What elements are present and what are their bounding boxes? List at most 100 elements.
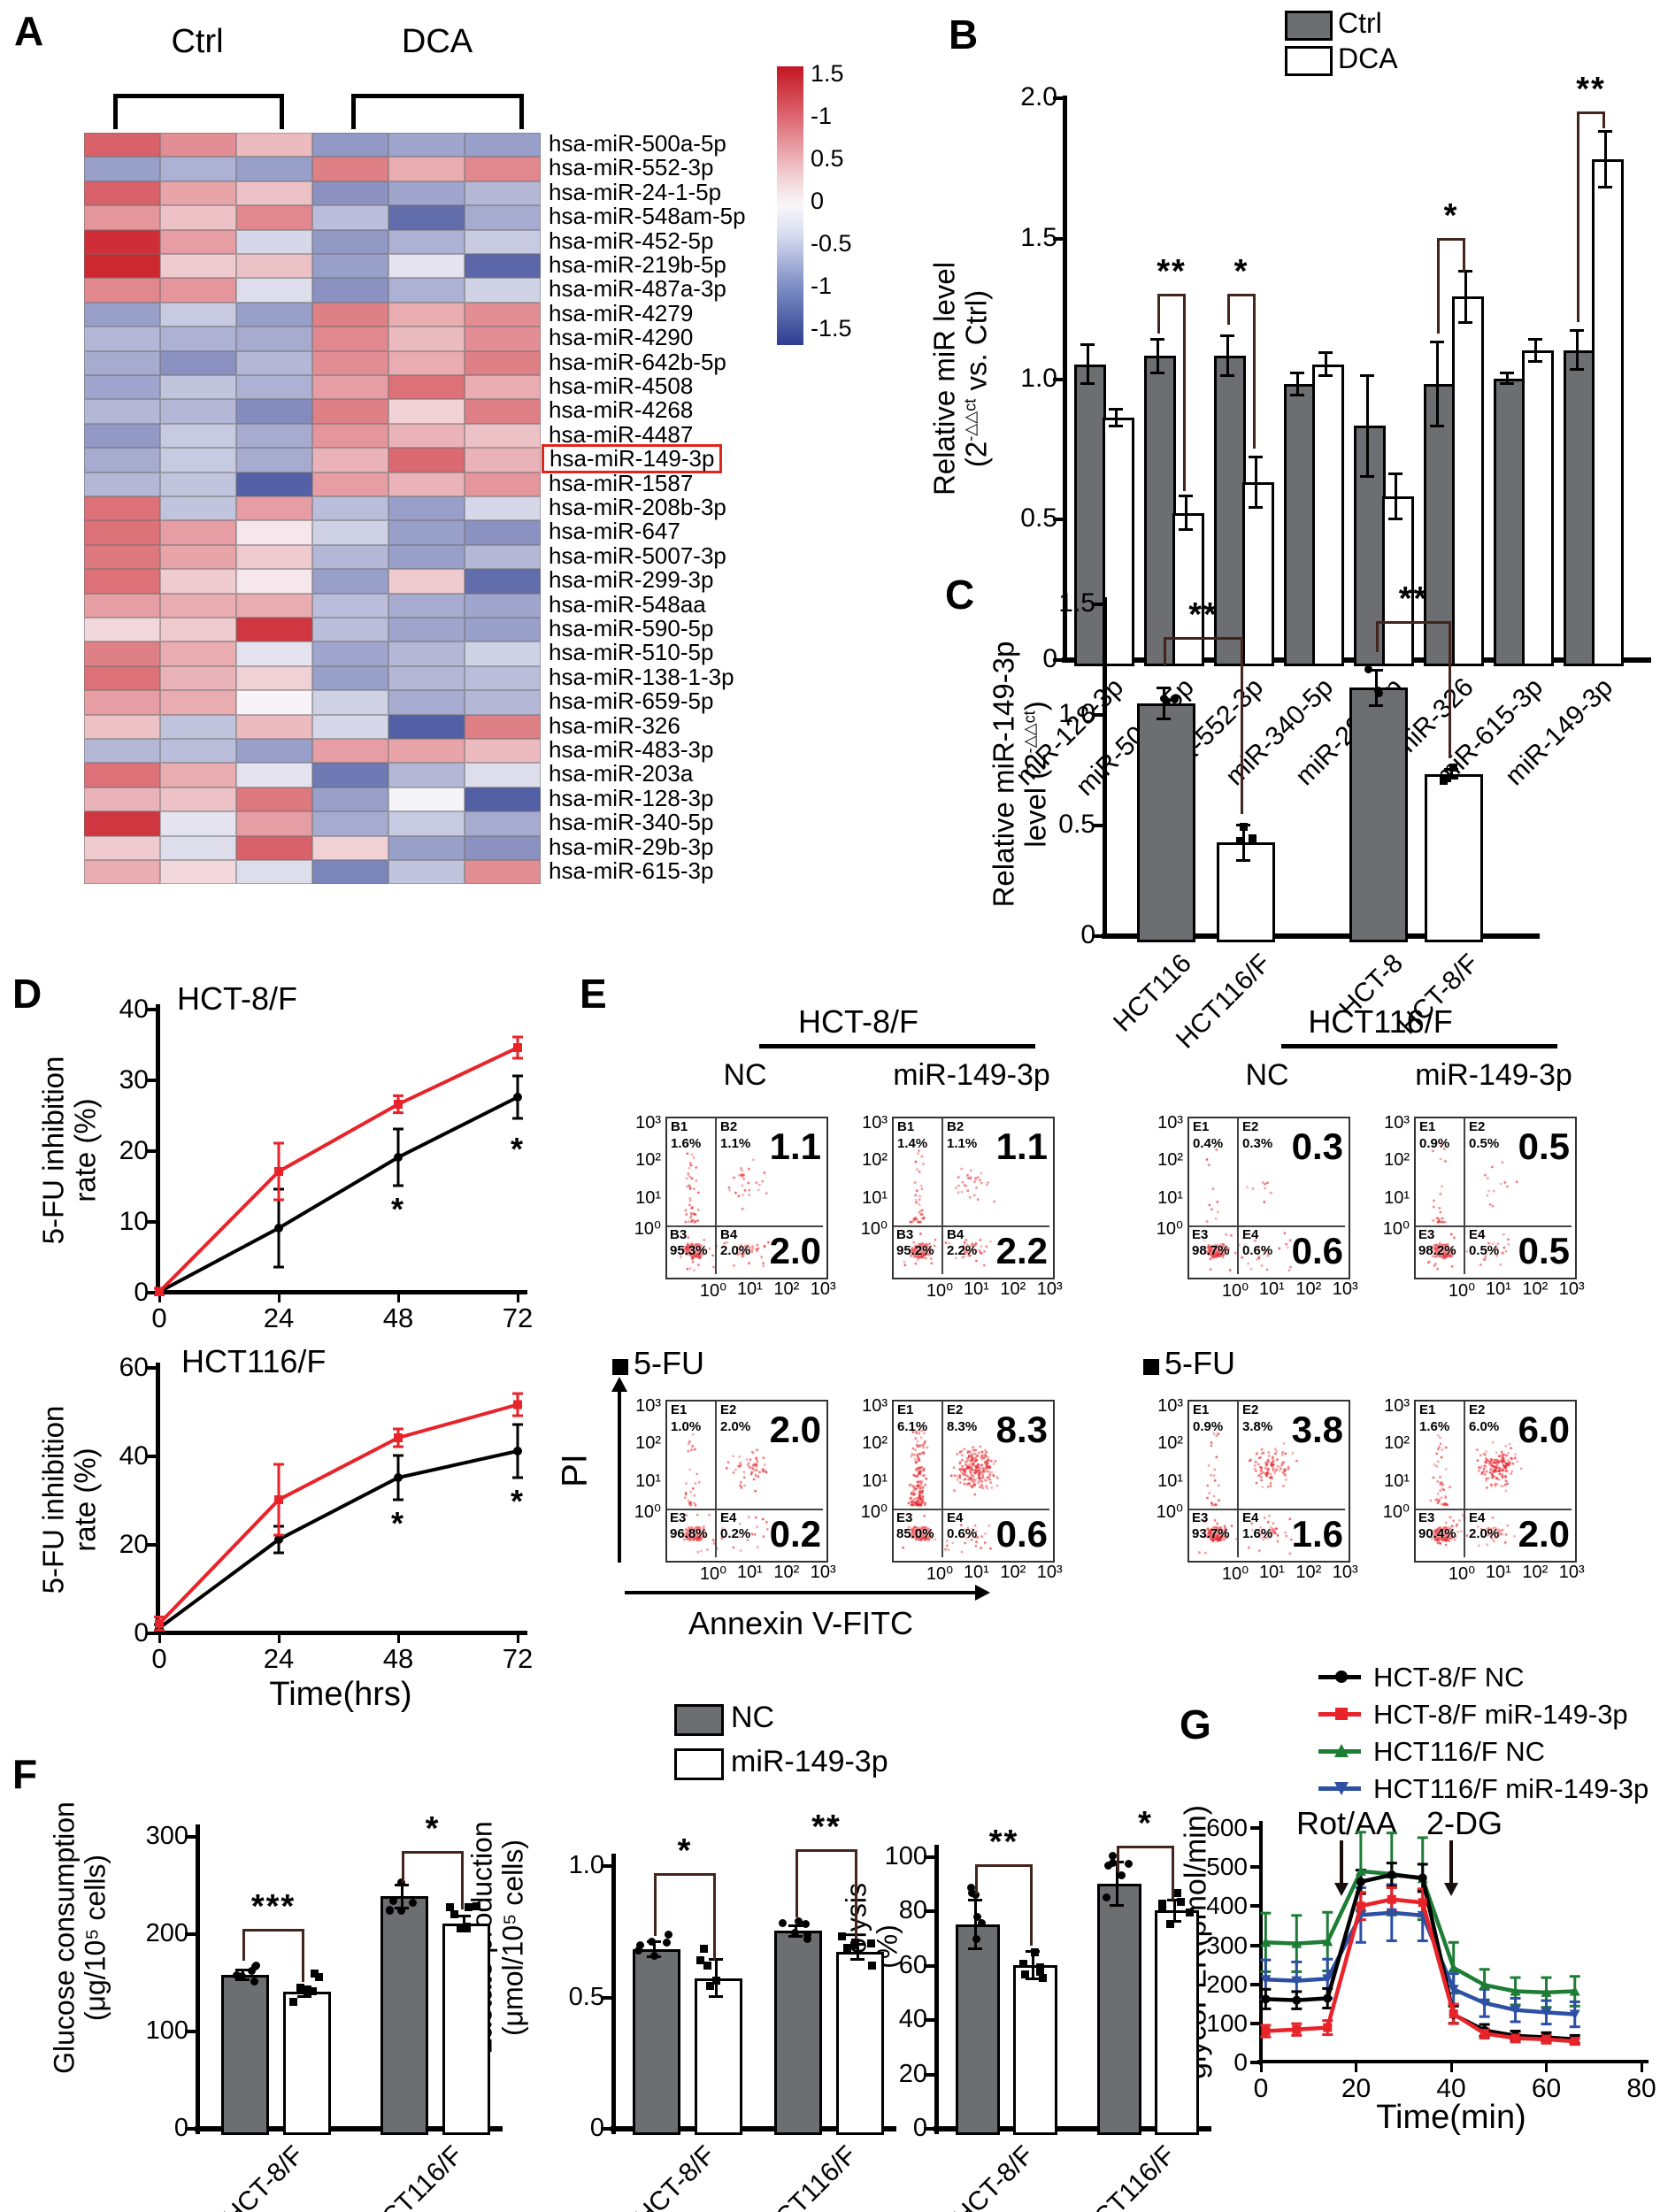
bar [1144,356,1176,666]
quadrant-pct: 95.2% [896,1243,934,1258]
error-bar-cap [1157,686,1171,689]
heatmap-cell [465,375,541,400]
bar [1312,364,1344,666]
legend-label-dca: DCA [1338,42,1398,74]
error-bar-cap [1167,1898,1181,1901]
heatmap-cell [388,593,465,618]
data-point-dot [248,1966,257,1975]
x-tick-label: 0 [151,1302,167,1333]
d-y-axis [156,1004,160,1294]
heatmap-cell [465,811,541,836]
error-bar-cap [1570,368,1584,372]
y-tick [924,1855,934,1859]
y-tick [1092,824,1103,827]
heatmap-cell [84,254,160,279]
heatmap-cell [312,544,388,570]
error-bar-cap [1249,506,1263,510]
heatmap-cell [465,496,541,521]
legend-swatch-mir [674,1748,724,1780]
heatmap-cell [465,618,541,642]
data-point-dot [1240,823,1249,832]
heatmap-cell [312,229,388,254]
x-tick [396,1294,400,1302]
heatmap-cell [236,739,312,764]
panel-label-e: E [580,971,607,1017]
heatmap-cell [312,448,388,472]
quadrant-pct: 1.6% [1242,1526,1273,1541]
b-ylabel-line1: Relative miR level [927,261,961,496]
y-tick [185,1932,196,1936]
2dg-arrowhead-icon [1444,1883,1458,1896]
sig-bracket-leg [1227,294,1230,326]
error-bar-cap [1080,382,1095,386]
y-tick [1092,934,1103,938]
data-point-dot [388,1897,397,1906]
heatmap-cell [388,157,465,181]
quadrant-id: E3 [1418,1510,1435,1525]
heatmap-cell [236,835,312,860]
bar [1013,1964,1057,2135]
flow-dot-cloud [667,1402,823,1557]
rotaa-arrowhead-icon [1334,1883,1349,1896]
heatmap-cell [388,690,465,715]
quadrant-pct: 6.0% [1469,1419,1500,1434]
heatmap-cell [160,399,236,424]
heatmap-cell [465,714,541,739]
quadrant-divider-v [715,1118,717,1274]
error-bar-cap [1458,270,1472,273]
error-bar-cap [235,1969,250,1972]
heatmap-row-label: hsa-miR-1587 [549,469,694,496]
quadrant-pct: 90.4% [1418,1526,1456,1541]
heatmap-cell [84,157,160,181]
y-tick [147,1220,156,1224]
data-point-dot [1165,1920,1174,1929]
heatmap-cell [236,714,312,739]
flow-y-tick-label: 10³ [1384,1396,1410,1416]
data-point-dot [1177,1897,1186,1906]
y-tick [147,1366,156,1370]
data-point-dot [801,1920,810,1929]
error-bar-cap [1290,371,1304,374]
heatmap-row-label: hsa-miR-24-1-5p [549,178,722,205]
significance-stars: * [390,1505,406,1541]
quadrant-divider-h [1189,1509,1345,1510]
heatmap-cell [465,399,541,424]
sig-bracket [1376,621,1451,624]
error-bar-cap [1109,407,1123,411]
data-point-dot [464,1902,473,1911]
y-tick-label: 60 [898,1950,927,1979]
flow-y-tick-label: 10² [862,1150,888,1171]
bar [695,1978,742,2135]
heatmap-cell [388,835,465,860]
heatmap-cell [465,787,541,812]
data-point-dot [1443,774,1452,783]
quadrant-id: E4 [1242,1510,1259,1525]
sig-bracket [1577,111,1605,114]
data-point-dot [972,1935,980,1944]
data-point-dot [699,1945,708,1954]
heatmap-cell [236,254,312,279]
heatmap-row-label: hsa-miR-659-5p [549,687,714,715]
sig-bracket [242,1928,304,1932]
y-tick-label: 0 [134,1618,149,1647]
quadrant-big-value: 8.3 [995,1409,1048,1450]
error-bar-cap [1179,528,1193,532]
sig-bracket-leg [242,1928,245,1961]
data-point-dot [1117,1870,1126,1879]
dca-bracket-end [351,94,356,129]
heatmap-cell [160,520,236,545]
flow-x-tick-label: 10² [1000,1279,1026,1299]
heatmap-cell [236,763,312,787]
flow-x-tick-label: 10² [1000,1563,1026,1582]
x-tick [1449,2063,1453,2072]
error-bar [1365,375,1369,477]
heatmap-row-label: hsa-miR-128-3p [549,784,714,811]
g-legend-label: HCT-8/F NC [1373,1662,1525,1693]
quadrant-pct: 85.0% [896,1526,934,1541]
flow-x-tick-label: 10¹ [736,1279,763,1299]
quadrant-pct: 0.6% [1242,1243,1273,1258]
heatmap-cell [160,787,236,812]
heatmap-group-label-dca: DCA [401,23,473,60]
flow-plot: E1 0.4% E2 0.3% 0.3 E3 98.7% E4 0.6% 0.6 [1187,1117,1350,1279]
sig-bracket-leg [975,1864,978,1894]
